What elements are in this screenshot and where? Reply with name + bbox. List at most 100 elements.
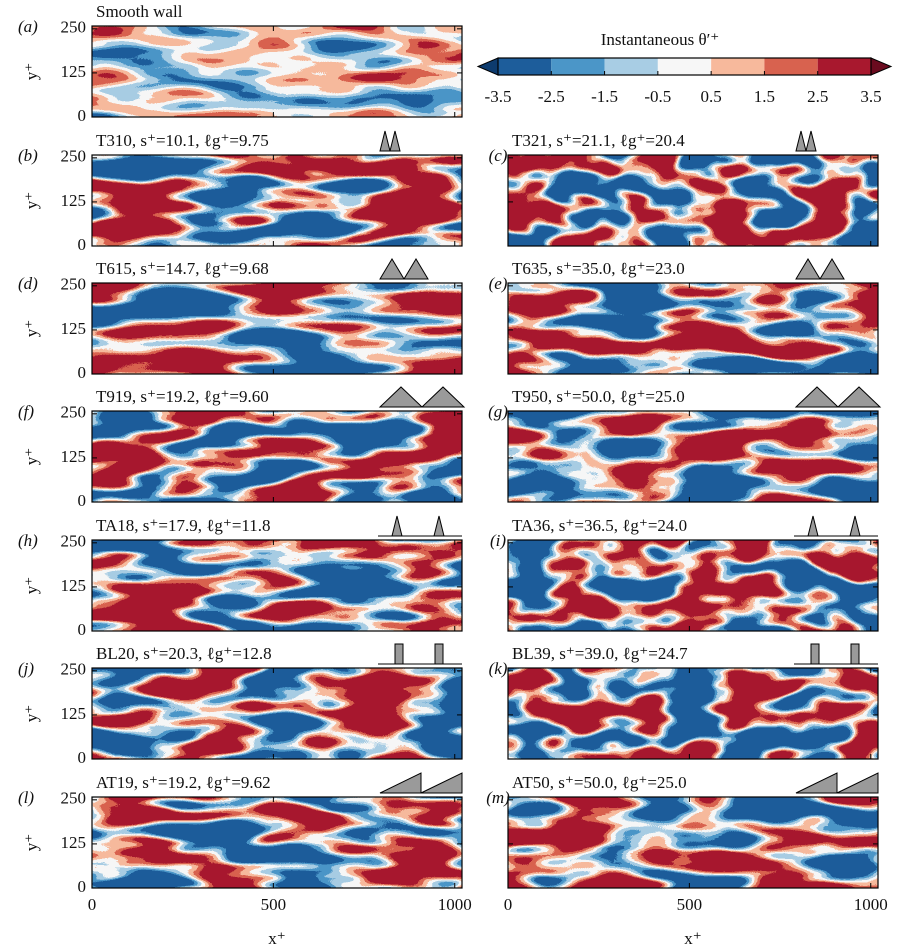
panel-frame: [507, 282, 879, 375]
colorbar-tick-label: 1.5: [754, 87, 775, 106]
colorbar-segment: [657, 58, 712, 75]
x-tick-label: 1000: [438, 895, 472, 914]
panel-frame: [91, 154, 463, 247]
y-tick-label: 0: [78, 877, 87, 896]
contour-field: [92, 540, 462, 631]
panel-label: (m): [486, 788, 510, 807]
contour-field: [92, 155, 462, 246]
panel-title: TA18, s⁺=17.9, ℓg⁺=11.8: [96, 516, 271, 535]
roughness-icon: [379, 258, 405, 280]
panel-label: (c): [489, 146, 508, 165]
colorbar-tick-label: -0.5: [644, 87, 671, 106]
panel-label: (h): [18, 531, 38, 550]
contour-field: [508, 668, 878, 759]
panel-frame: [91, 282, 463, 375]
roughness-icon: [795, 258, 821, 280]
y-axis-label: y⁺: [22, 705, 41, 722]
roughness-icon: [420, 772, 463, 794]
panel-title: TA36, s⁺=36.5, ℓg⁺=24.0: [512, 516, 687, 535]
colorbar-segment: [764, 58, 818, 75]
roughness-icon: [394, 643, 404, 665]
y-tick-label: 125: [61, 62, 87, 81]
y-tick-label: 0: [78, 106, 87, 125]
y-tick-label: 0: [78, 620, 87, 639]
panel-label: (e): [489, 274, 508, 293]
panel-label: (d): [18, 274, 38, 293]
panel-frame: [91, 667, 463, 760]
roughness-icon: [807, 515, 819, 537]
colorbar-segment: [551, 58, 605, 75]
y-tick-label: 250: [61, 660, 87, 679]
y-tick-label: 250: [61, 403, 87, 422]
y-tick-label: 125: [61, 704, 87, 723]
x-tick-label: 0: [88, 895, 97, 914]
colorbar-segment: [604, 58, 658, 75]
panel-title: AT50, s⁺=50.0, ℓg⁺=25.0: [512, 773, 687, 792]
roughness-icon: [850, 643, 860, 665]
panel-title: T919, s⁺=19.2, ℓg⁺=9.60: [96, 387, 269, 406]
y-axis-label: y⁺: [22, 834, 41, 851]
roughness-icon: [794, 386, 840, 408]
roughness-icon: [420, 386, 466, 408]
roughness-icon: [795, 772, 838, 794]
panel-title: BL39, s⁺=39.0, ℓg⁺=24.7: [512, 644, 688, 663]
y-tick-label: 0: [78, 491, 87, 510]
colorbar-frame: [497, 57, 872, 76]
y-axis-label: y⁺: [22, 192, 41, 209]
panel-frame: [91, 25, 463, 118]
roughness-icon: [849, 515, 861, 537]
roughness-icon: [403, 258, 429, 280]
panel-label: (k): [489, 659, 508, 678]
y-axis-label: y⁺: [22, 448, 41, 465]
x-tick-label: 500: [677, 895, 703, 914]
roughness-icon: [805, 130, 817, 152]
panel-title: T635, s⁺=35.0, ℓg⁺=23.0: [512, 259, 685, 278]
x-tick-label: 1000: [854, 895, 888, 914]
panel-title: T310, s⁺=10.1, ℓg⁺=9.75: [96, 131, 269, 150]
colorbar-tick-label: -2.5: [538, 87, 565, 106]
roughness-icon: [795, 130, 807, 152]
x-tick-label: 0: [504, 895, 513, 914]
contour-field: [508, 540, 878, 631]
contour-field: [92, 26, 462, 117]
y-tick-label: 250: [61, 275, 87, 294]
panel-frame: [507, 410, 879, 503]
roughness-icon: [434, 643, 444, 665]
x-tick-label: 500: [261, 895, 287, 914]
roughness-icon: [836, 386, 882, 408]
y-tick-label: 125: [61, 319, 87, 338]
y-tick-label: 250: [61, 147, 87, 166]
y-tick-label: 125: [61, 191, 87, 210]
colorbar-title: Instantaneous θ′⁺: [601, 30, 720, 49]
y-tick-label: 250: [61, 18, 87, 37]
panel-label: (g): [488, 402, 508, 421]
y-tick-label: 125: [61, 447, 87, 466]
panel-title: BL20, s⁺=20.3, ℓg⁺=12.8: [96, 644, 272, 663]
colorbar-tick-label: -3.5: [485, 87, 512, 106]
panel-label: (i): [490, 531, 506, 550]
x-axis-label: x⁺: [268, 929, 285, 948]
y-tick-label: 0: [78, 235, 87, 254]
y-axis-label: y⁺: [22, 577, 41, 594]
y-tick-label: 0: [78, 363, 87, 382]
panel-title: T950, s⁺=50.0, ℓg⁺=25.0: [512, 387, 685, 406]
colorbar-tick-label: 0.5: [701, 87, 722, 106]
roughness-icon: [378, 386, 424, 408]
x-axis-label: x⁺: [684, 929, 701, 948]
panel-frame: [507, 796, 879, 889]
panel-label: (l): [18, 788, 34, 807]
colorbar-segment: [817, 58, 871, 75]
panel-title: T321, s⁺=21.1, ℓg⁺=20.4: [512, 131, 685, 150]
panel-frame: [91, 539, 463, 632]
panel-label: (b): [18, 146, 38, 165]
panel-frame: [91, 796, 463, 889]
panel-label: (a): [18, 17, 38, 36]
contour-field: [508, 155, 878, 246]
contour-field: [92, 668, 462, 759]
panel-title: T615, s⁺=14.7, ℓg⁺=9.68: [96, 259, 269, 278]
colorbar-tick-label: 3.5: [860, 87, 881, 106]
roughness-icon: [391, 515, 403, 537]
panel-title: Smooth wall: [96, 2, 183, 21]
panel-frame: [91, 410, 463, 503]
